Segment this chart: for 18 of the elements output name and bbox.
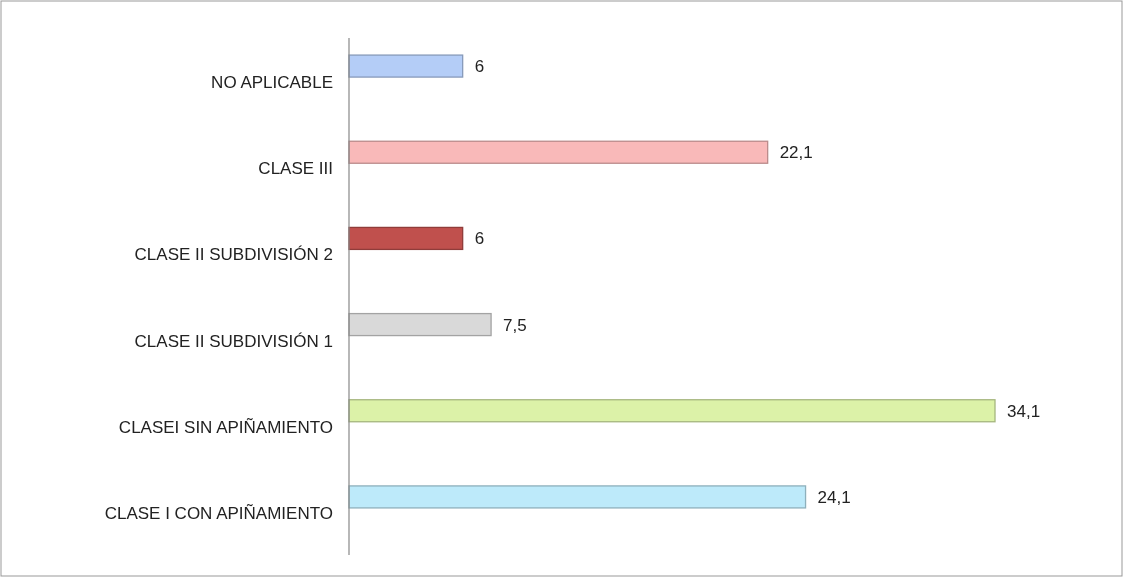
bar xyxy=(348,140,769,164)
y-tick-label: CLASE II SUBDIVISIÓN 1 xyxy=(134,331,333,351)
y-tick-label: CLASE II SUBDIVISIÓN 2 xyxy=(134,245,333,265)
data-label: 7,5 xyxy=(503,315,527,335)
bar xyxy=(348,226,464,251)
bar xyxy=(348,399,996,423)
y-tick-label: NO APLICABLE xyxy=(211,73,333,93)
y-tick-label: CLASE I CON APIÑAMIENTO xyxy=(104,503,333,523)
data-label: 6 xyxy=(474,229,485,249)
data-label: 24,1 xyxy=(817,487,851,507)
bar xyxy=(348,485,807,509)
data-label: 22,1 xyxy=(779,143,813,163)
bar xyxy=(348,312,492,337)
data-label: 6 xyxy=(474,57,485,77)
bar xyxy=(348,54,464,78)
y-tick-label: CLASEI SIN APIÑAMIENTO xyxy=(118,417,333,437)
y-tick-label: CLASE III xyxy=(258,159,333,179)
data-label: 34,1 xyxy=(1007,401,1041,421)
